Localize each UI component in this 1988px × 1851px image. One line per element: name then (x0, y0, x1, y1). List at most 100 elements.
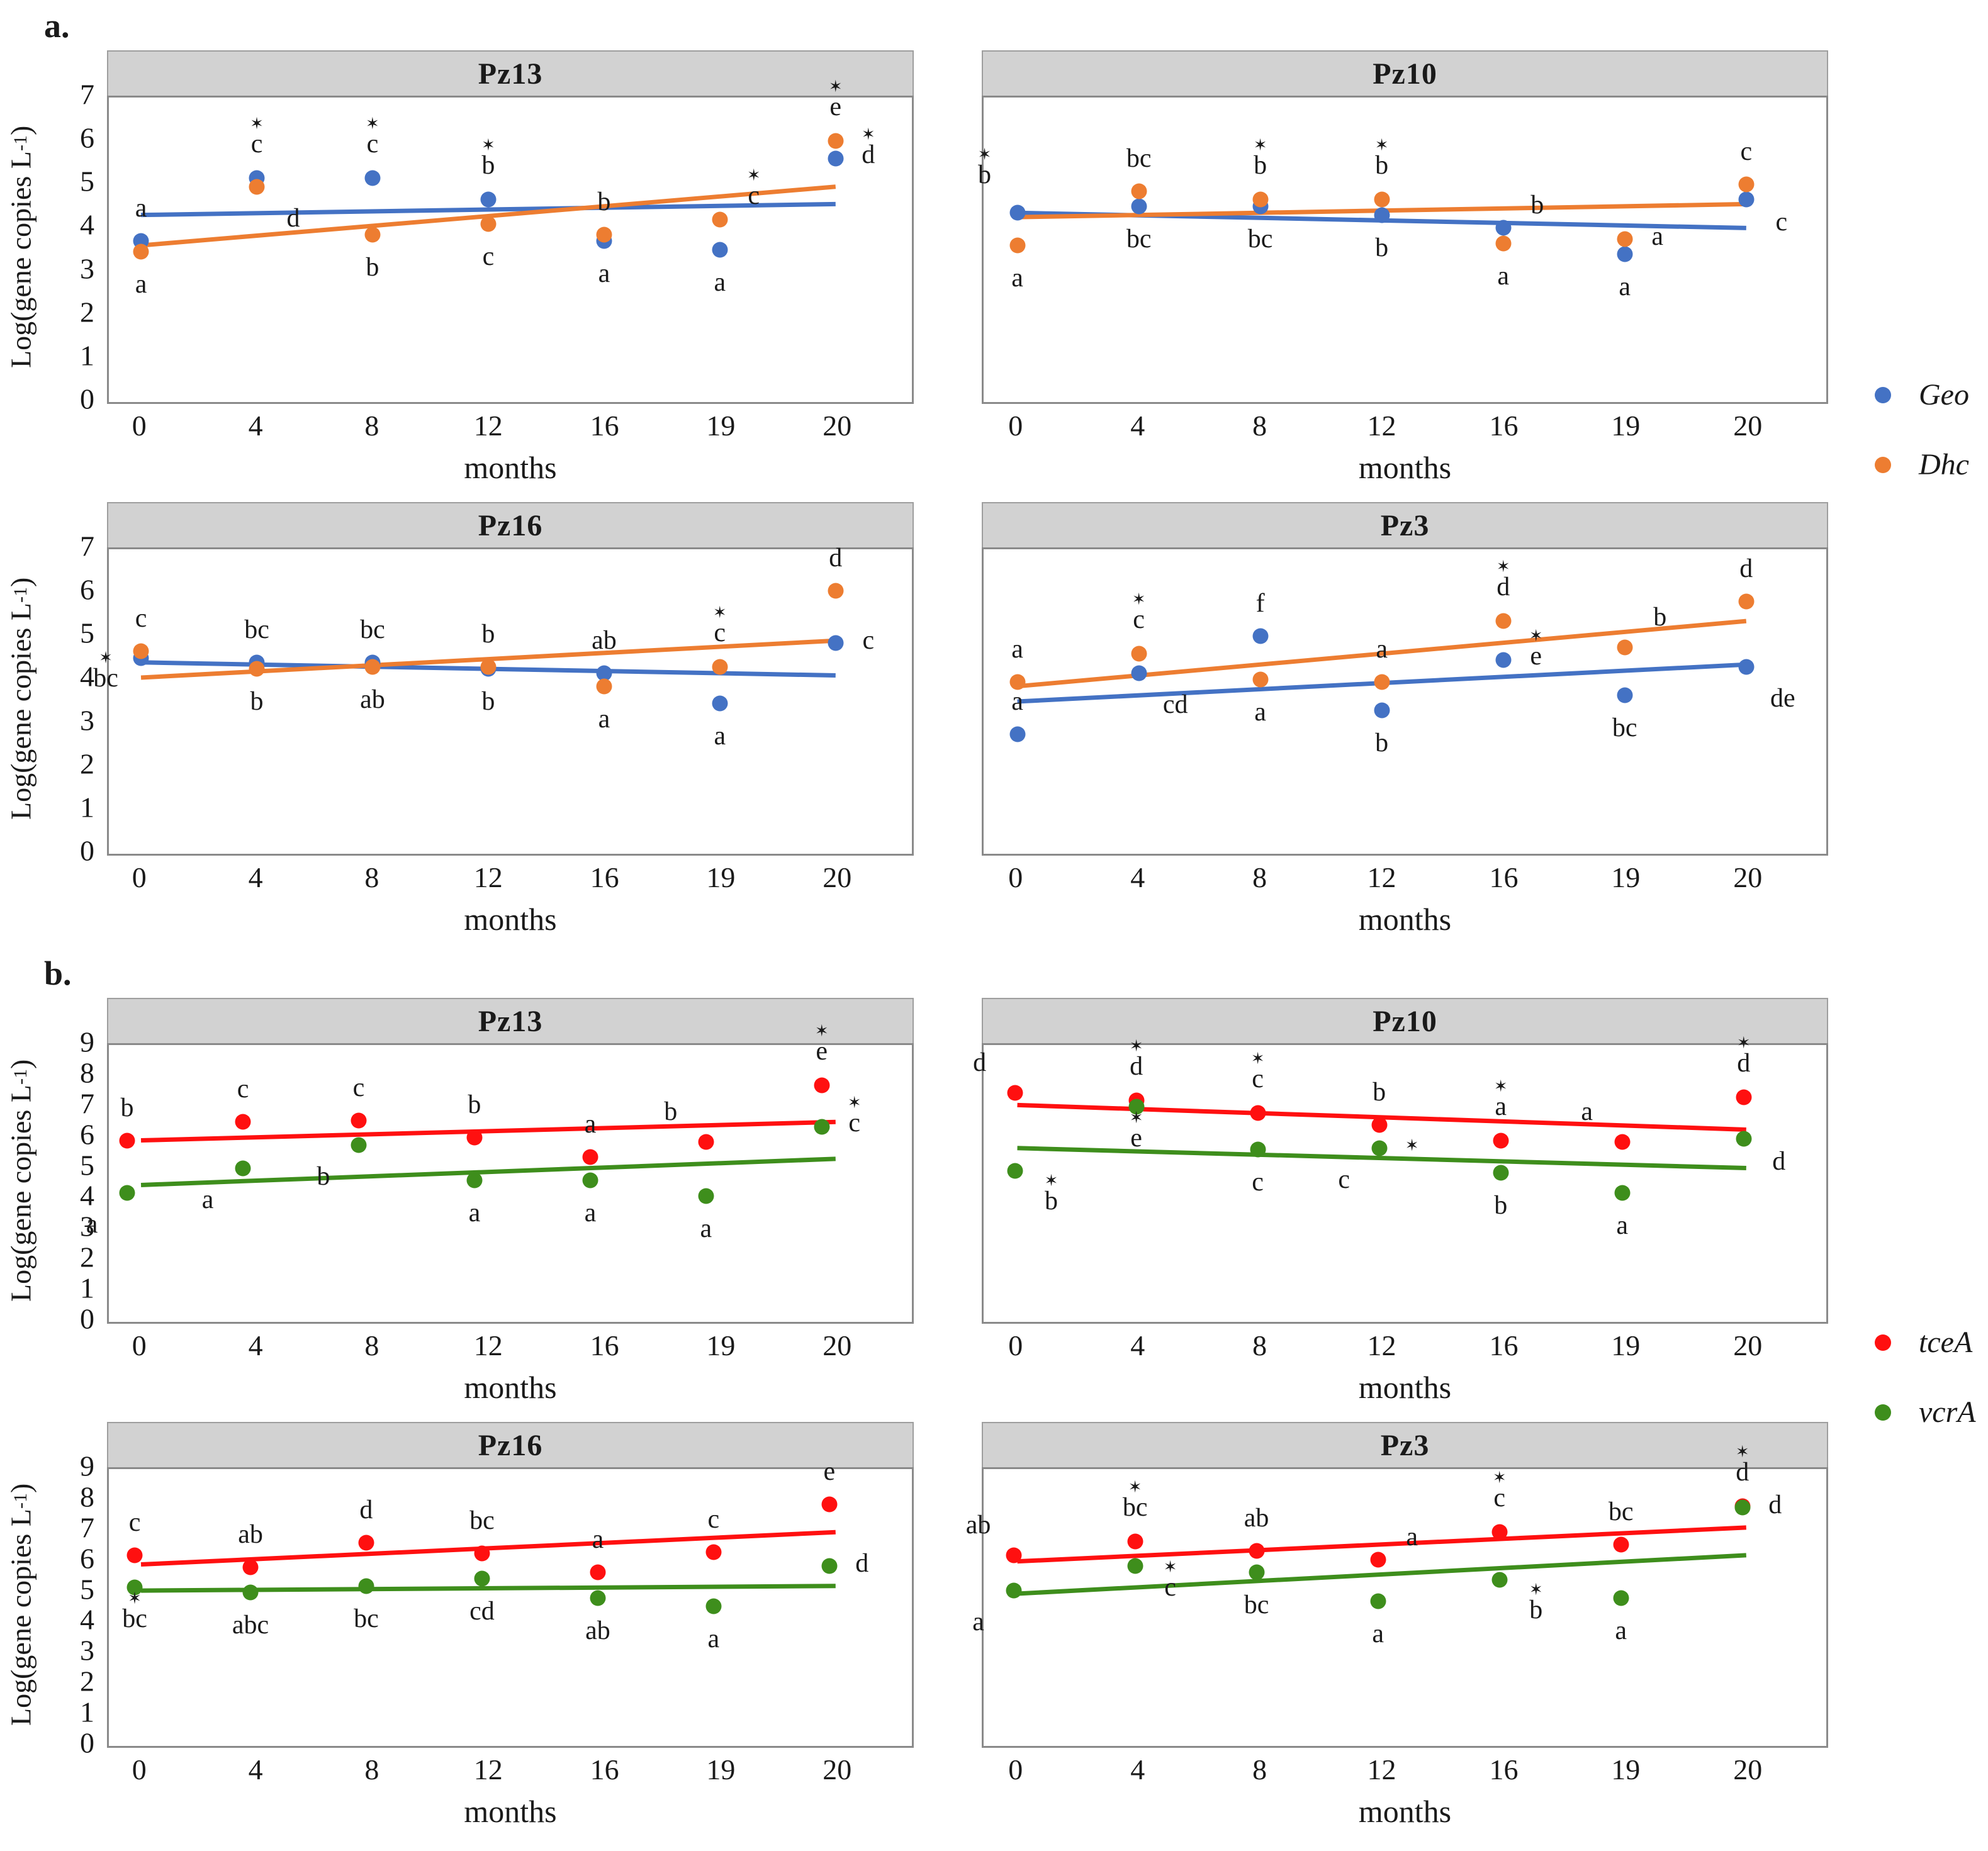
point-label-text: ab (360, 685, 385, 714)
point-label: d (1739, 554, 1753, 583)
trend-line-vcra (1018, 1148, 1746, 1168)
trend-lines (109, 549, 912, 854)
y-tick-label: 7 (80, 78, 94, 111)
x-tick-label: 19 (1611, 861, 1641, 893)
panel-title: Pz10 (1373, 1004, 1437, 1038)
data-point-tcea (119, 1132, 135, 1149)
point-label-text: c (482, 242, 495, 271)
data-point-tcea (1370, 1552, 1386, 1568)
data-point-tcea (1493, 1132, 1509, 1149)
significance-star-icon: ✶ (1374, 136, 1389, 155)
point-label-text: a (972, 1608, 984, 1637)
point-label-text: a (598, 259, 610, 289)
point-label: b (121, 1095, 134, 1121)
point-label: a (1651, 223, 1663, 250)
point-label: a (707, 1626, 719, 1652)
point-label: a (972, 1609, 984, 1635)
x-tick-label: 12 (473, 410, 503, 442)
significance-star-icon: ✶ (1129, 1108, 1143, 1127)
data-point-dhc (1374, 191, 1390, 208)
data-point-tcea (126, 1547, 143, 1563)
data-point-geo (480, 191, 497, 208)
y-tick-label: 4 (80, 1603, 94, 1636)
point-label-text: c (862, 625, 875, 655)
point-label: b (468, 1092, 481, 1118)
point-label: b (1530, 192, 1544, 218)
trend-line-vcra (1018, 1555, 1746, 1594)
y-axis-title: Log(gene copies L -1) (1, 94, 40, 399)
point-label-text: a (714, 268, 726, 297)
data-point-dhc (249, 661, 265, 677)
data-point-tcea (466, 1129, 483, 1146)
panel-title: Pz10 (1373, 57, 1437, 91)
significance-star-icon: ✶ (366, 114, 379, 133)
y-tick-label: 1 (80, 1696, 94, 1728)
point-label: c (1252, 1169, 1264, 1195)
x-tick-label: 12 (1367, 1329, 1396, 1362)
point-label-text: c (748, 181, 760, 210)
y-tick-label: 8 (80, 1480, 94, 1513)
point-label-text: ab (1244, 1503, 1269, 1533)
legend-b: tceA vcrA (1875, 1325, 1976, 1465)
data-point-tcea (1249, 1543, 1265, 1559)
data-point-geo (1252, 628, 1269, 644)
point-label-text: c (707, 1505, 720, 1534)
trend-lines (109, 1045, 912, 1322)
point-label-text: b (481, 687, 495, 717)
data-point-tcea (1006, 1547, 1022, 1563)
x-tick-label: 8 (1252, 1329, 1267, 1362)
data-point-tcea (242, 1559, 259, 1575)
point-label-text: d (1739, 554, 1753, 583)
point-label: ✶ d (861, 125, 875, 168)
data-point-vcra (1007, 1163, 1023, 1179)
y-tick-label: 2 (80, 747, 94, 780)
point-label-text: a (1619, 272, 1631, 301)
y-tick-label: 6 (80, 121, 94, 154)
x-tick-label: 19 (706, 410, 736, 442)
x-axis-title: months (464, 902, 557, 937)
panel-title-bar: Pz3 (982, 1422, 1828, 1467)
point-label-text: b (597, 187, 611, 216)
x-tick-label: 0 (132, 1753, 147, 1786)
legend-item: vcrA (1875, 1395, 1976, 1429)
point-label: bc (1244, 1592, 1269, 1618)
point-label: bc (1248, 226, 1273, 252)
point-label-text: a (135, 270, 147, 299)
data-point-dhc (364, 659, 381, 675)
point-label: a (592, 1526, 604, 1553)
x-tick-label: 12 (473, 1753, 503, 1786)
panel-pz16-b: Pz16 c ab d bc a c e ✶ bc abc bc cd ab a d 0 4 8 12 16 19 20 mo… (107, 1422, 914, 1830)
significance-star-icon: ✶ (861, 125, 875, 143)
point-label-text: ab (965, 1510, 991, 1540)
point-label: a (585, 1111, 597, 1138)
point-label: a (1619, 272, 1631, 301)
trend-line-tcea (141, 1532, 836, 1564)
point-label: ✶ c (250, 115, 264, 157)
x-axis-title: months (1358, 1370, 1452, 1405)
legend-column (1828, 1422, 1988, 1825)
point-label-text: b (120, 1093, 134, 1122)
point-label-text: b (1653, 602, 1667, 632)
point-label-text: cd (1162, 690, 1188, 720)
data-point-dhc (1252, 671, 1269, 688)
data-point-vcra (1371, 1140, 1388, 1156)
plot-area: d ✶ d ✶ c b ✶ a a ✶ d ✶ b ✶ e c c ✶ b a d (973, 1035, 1828, 1324)
significance-star-icon: ✶ (1163, 1558, 1177, 1576)
y-axis-title-text: ) (4, 577, 37, 587)
y-axis: Log(gene copies L -1) 7 6 5 4 3 2 1 0 (0, 50, 107, 415)
point-label: a (1011, 636, 1023, 663)
point-label-text: e (1130, 1123, 1142, 1153)
point-label-text: a (1254, 698, 1266, 727)
y-axis-title-text: Log(gene copies L (4, 1508, 37, 1726)
y-tick-label: 7 (80, 1087, 94, 1120)
data-point-geo (1374, 207, 1390, 223)
point-label-text: d (1736, 1457, 1749, 1487)
data-point-vcra (1734, 1499, 1751, 1516)
x-tick-label: 0 (1008, 861, 1023, 893)
point-label-text: b (481, 619, 495, 649)
significance-star-icon: ✶ (481, 136, 495, 155)
point-label: ✶ e (829, 79, 843, 121)
point-label: bc (244, 617, 269, 643)
point-label: d (359, 1497, 373, 1523)
trend-lines (984, 1469, 1826, 1746)
